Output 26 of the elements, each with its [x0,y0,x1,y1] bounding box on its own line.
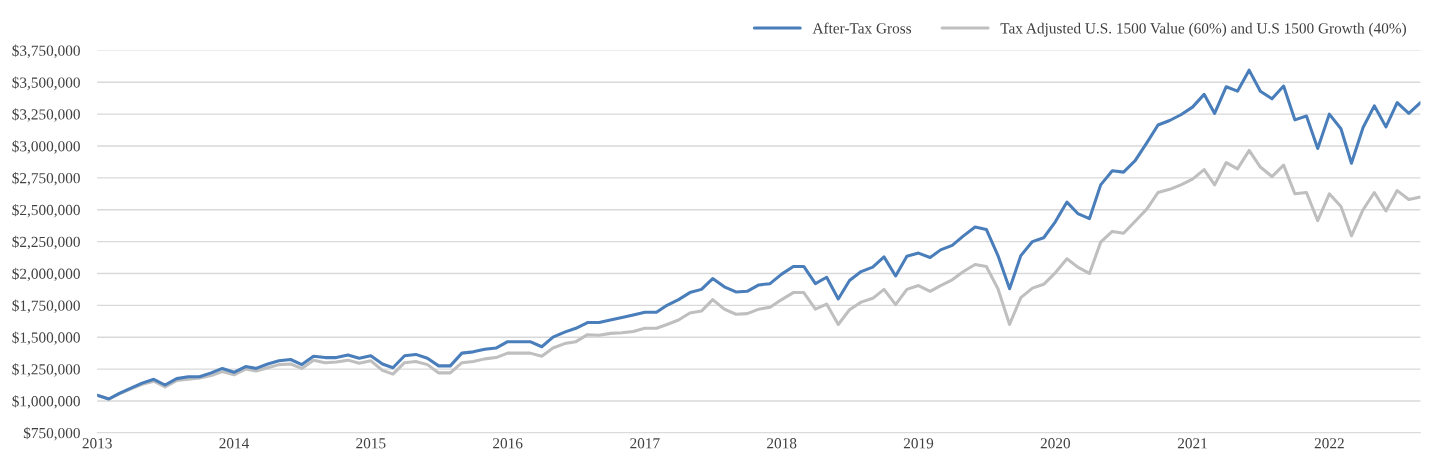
x-tick-label: 2020 [1040,438,1071,449]
line-series [97,68,1421,401]
x-tick-label: 2018 [767,438,797,449]
y-tick-label: $2,250,000 [12,235,80,250]
x-tick-label: 2013 [82,438,112,449]
y-tick-label: $1,750,000 [12,299,80,313]
x-tick-label: 2021 [1177,438,1207,449]
y-tick-label: $2,500,000 [12,203,80,218]
y-tick-label: $750,000 [23,427,80,441]
y-tick-label: $1,250,000 [12,363,80,377]
x-tick-label: 2019 [903,438,934,449]
y-tick-label: $2,000,000 [12,267,80,282]
x-tick-label: 2015 [356,438,386,449]
y-tick-label: $3,500,000 [12,76,80,90]
y-tick-label: $2,750,000 [12,172,80,186]
x-tick-label: 2022 [1314,438,1344,449]
x-tick-label: 2014 [219,438,250,449]
y-tick-label: $3,750,000 [12,44,80,59]
x-tick-label: 2017 [630,438,660,449]
legend-label: After-Tax Gross [812,22,912,34]
x-tick-label: 2016 [493,438,523,449]
y-tick-label: $3,250,000 [12,108,80,122]
y-tick-label: $1,000,000 [12,395,80,409]
y-tick-label: $1,500,000 [12,331,80,345]
legend-label: Tax Adjusted U.S. 1500 Value (60%) and U.S 1500 Growth (40%) [1000,22,1407,37]
y-tick-label: $3,000,000 [12,140,80,154]
